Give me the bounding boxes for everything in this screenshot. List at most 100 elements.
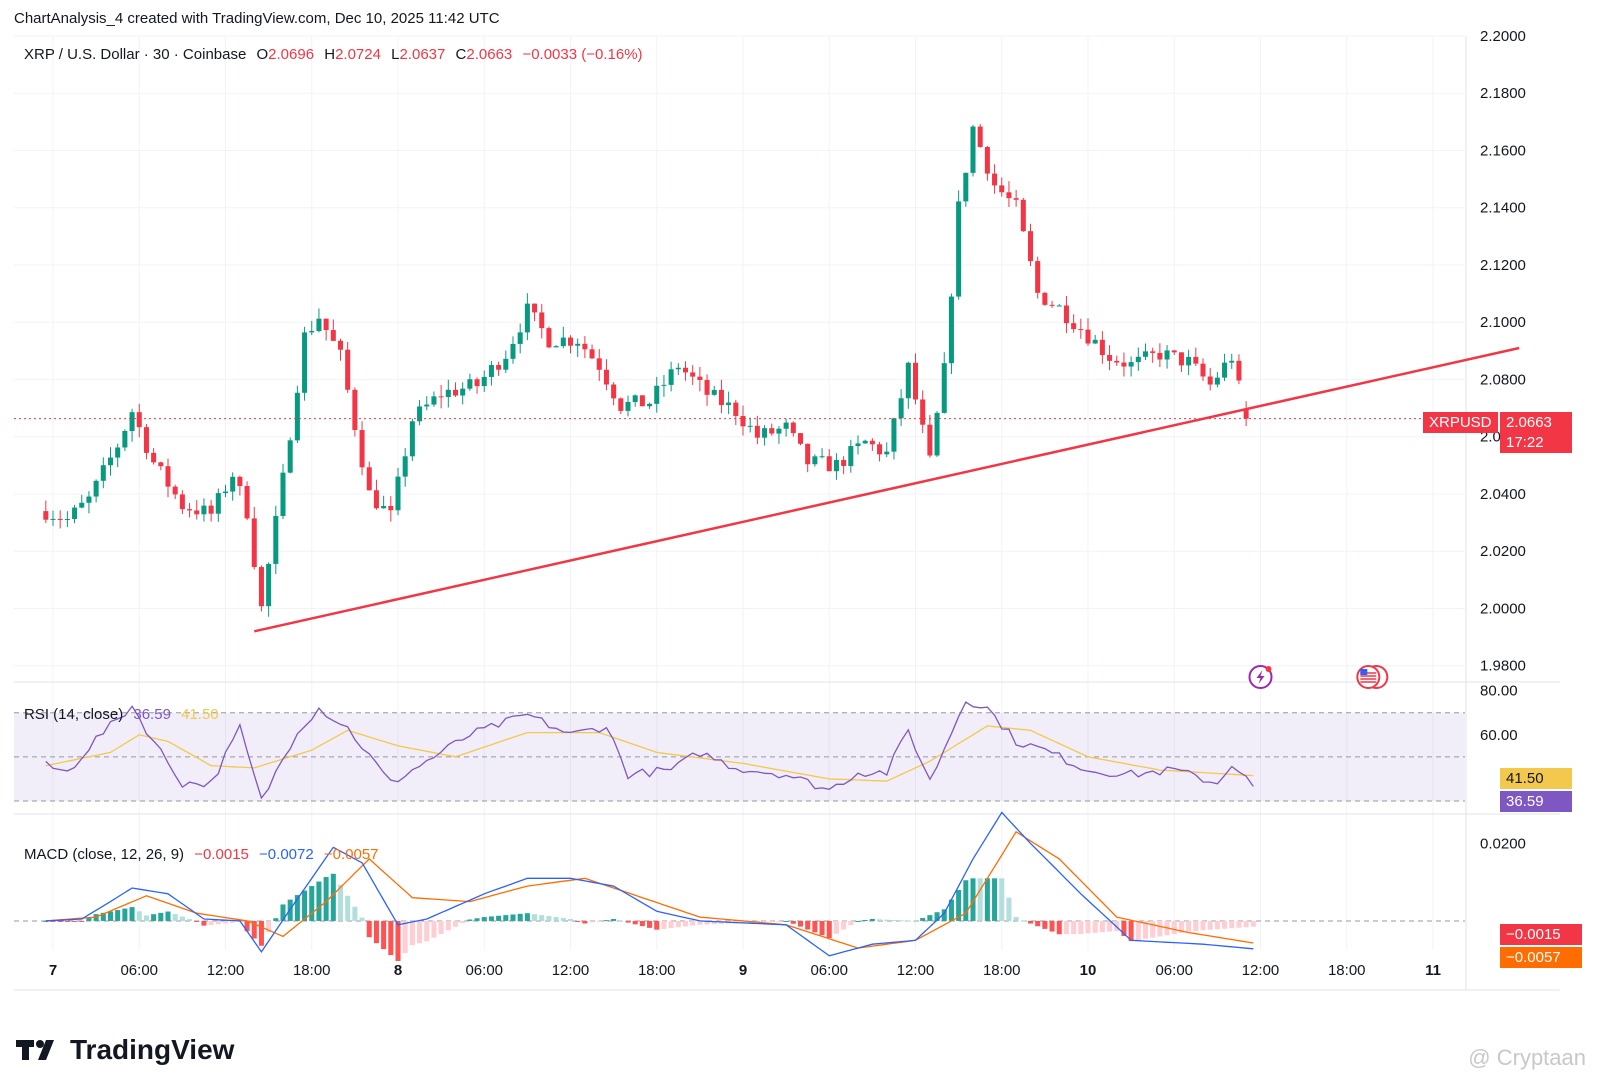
candle-body [1150,351,1156,353]
candle-body [481,376,487,387]
macd-histogram-bar [963,880,969,921]
macd-histogram-bar [1042,920,1048,929]
macd-histogram-bar [797,920,804,927]
macd-histogram-bar [1085,920,1091,934]
macd-histogram-bar [948,899,954,921]
candle-body [1085,329,1091,344]
macd-histogram-bar [1027,920,1034,924]
candle-body [661,384,667,386]
candle-body [194,510,200,515]
macd-histogram-bar [79,920,85,922]
flag-canton [1360,669,1368,675]
macd-histogram-bar [833,920,839,934]
candle-body [797,433,804,444]
candle-body [452,389,459,396]
macd-histogram-bar [72,920,78,922]
macd-histogram-bar [496,915,502,921]
change-value: −0.0033 (−0.16%) [522,46,643,63]
support-trendline [253,346,1520,633]
main-legend: XRP / U.S. Dollar · 30 · Coinbase O2.069… [24,46,649,63]
macd-histogram-bar [970,878,976,921]
candle-body [747,425,753,427]
macd-histogram-bar [1142,920,1149,939]
macd-histogram-bar [934,912,940,921]
macd-histogram-bar [115,910,121,921]
candle-body [424,404,430,407]
macd-histogram-bar [532,914,538,921]
candle-body [510,343,516,359]
macd-histogram-bar [762,920,768,922]
rsi-value: 36.59 [133,706,171,723]
candle-body [956,201,962,297]
x-axis-tick-label: 12:00 [897,962,935,979]
tradingview-logo-icon [16,1040,54,1060]
macd-histogram-bar [1229,920,1235,929]
x-axis-tick-label: 18:00 [293,962,331,979]
macd-histogram-bar [467,919,473,921]
candle-body [1128,362,1134,367]
macd-histogram-bar [740,920,746,923]
candle-body [567,337,574,346]
symbol-label[interactable]: XRP / U.S. Dollar · 30 · Coinbase [24,46,247,63]
candle-body [841,459,847,466]
candle-body [812,456,818,465]
candle-body [222,491,229,494]
x-axis-tick-label: 06:00 [810,962,848,979]
macd-histogram-bar [1078,920,1084,935]
candle-body [1186,356,1192,366]
candle-body [560,337,566,347]
macd-histogram-bar [388,920,394,956]
candle-body [50,518,56,520]
candle-body [251,518,257,568]
macd-histogram-bar [222,920,229,924]
macd-histogram-bar [1193,920,1199,932]
candle-body [970,126,976,173]
candle-body [395,476,401,511]
macd-histogram-bar [639,920,645,927]
candle-body [208,505,214,514]
x-axis-tick-label: 12:00 [207,962,245,979]
rsi-label[interactable]: RSI (14, close) [24,706,124,723]
price-axis-tick-label: 2.0800 [1480,371,1526,388]
candle-body [912,362,919,400]
candle-body [582,343,588,350]
close-value: 2.0663 [466,46,513,63]
macd-histogram-bar [877,919,883,921]
candle-body [230,476,236,492]
macd-signal-line [45,830,1254,949]
rsi-axis-tick-label: 60.00 [1480,727,1518,744]
x-axis-tick-label: 18:00 [983,962,1021,979]
candle-body [639,395,645,407]
x-axis-tick-label: 18:00 [638,962,676,979]
candle-body [833,459,839,472]
tradingview-brand: TradingView [16,1034,234,1066]
candle-body [524,303,530,333]
candle-body [625,401,631,411]
macd-histogram-bar [596,920,602,922]
candle-body [316,318,322,332]
macd-histogram-bar [86,917,92,921]
macd-histogram-bar [510,914,516,921]
macd-histogram-bar [273,918,279,921]
candle-body [539,312,545,329]
candle-body [1071,323,1077,330]
macd-histogram-bar [366,920,372,938]
candle-body [503,358,509,370]
price-axis-tick-label: 2.1400 [1480,200,1526,217]
macd-histogram-bar [826,920,832,938]
candle-body [93,480,99,497]
x-axis-tick-label: 18:00 [1328,962,1366,979]
candle-body [805,443,811,465]
candle-body [187,509,193,511]
candle-body [1020,199,1026,232]
x-axis-tick-label: 11 [1425,962,1441,979]
macd-histogram-bar [43,920,49,922]
macd-histogram-bar [675,920,681,928]
candle-body [711,389,717,395]
macd-label[interactable]: MACD (close, 12, 26, 9) [24,846,185,863]
macd-histogram-bar [697,920,703,925]
candle-body [1092,339,1098,344]
x-axis-tick-label: 06:00 [120,962,158,979]
macd-histogram-bar [1178,920,1184,933]
